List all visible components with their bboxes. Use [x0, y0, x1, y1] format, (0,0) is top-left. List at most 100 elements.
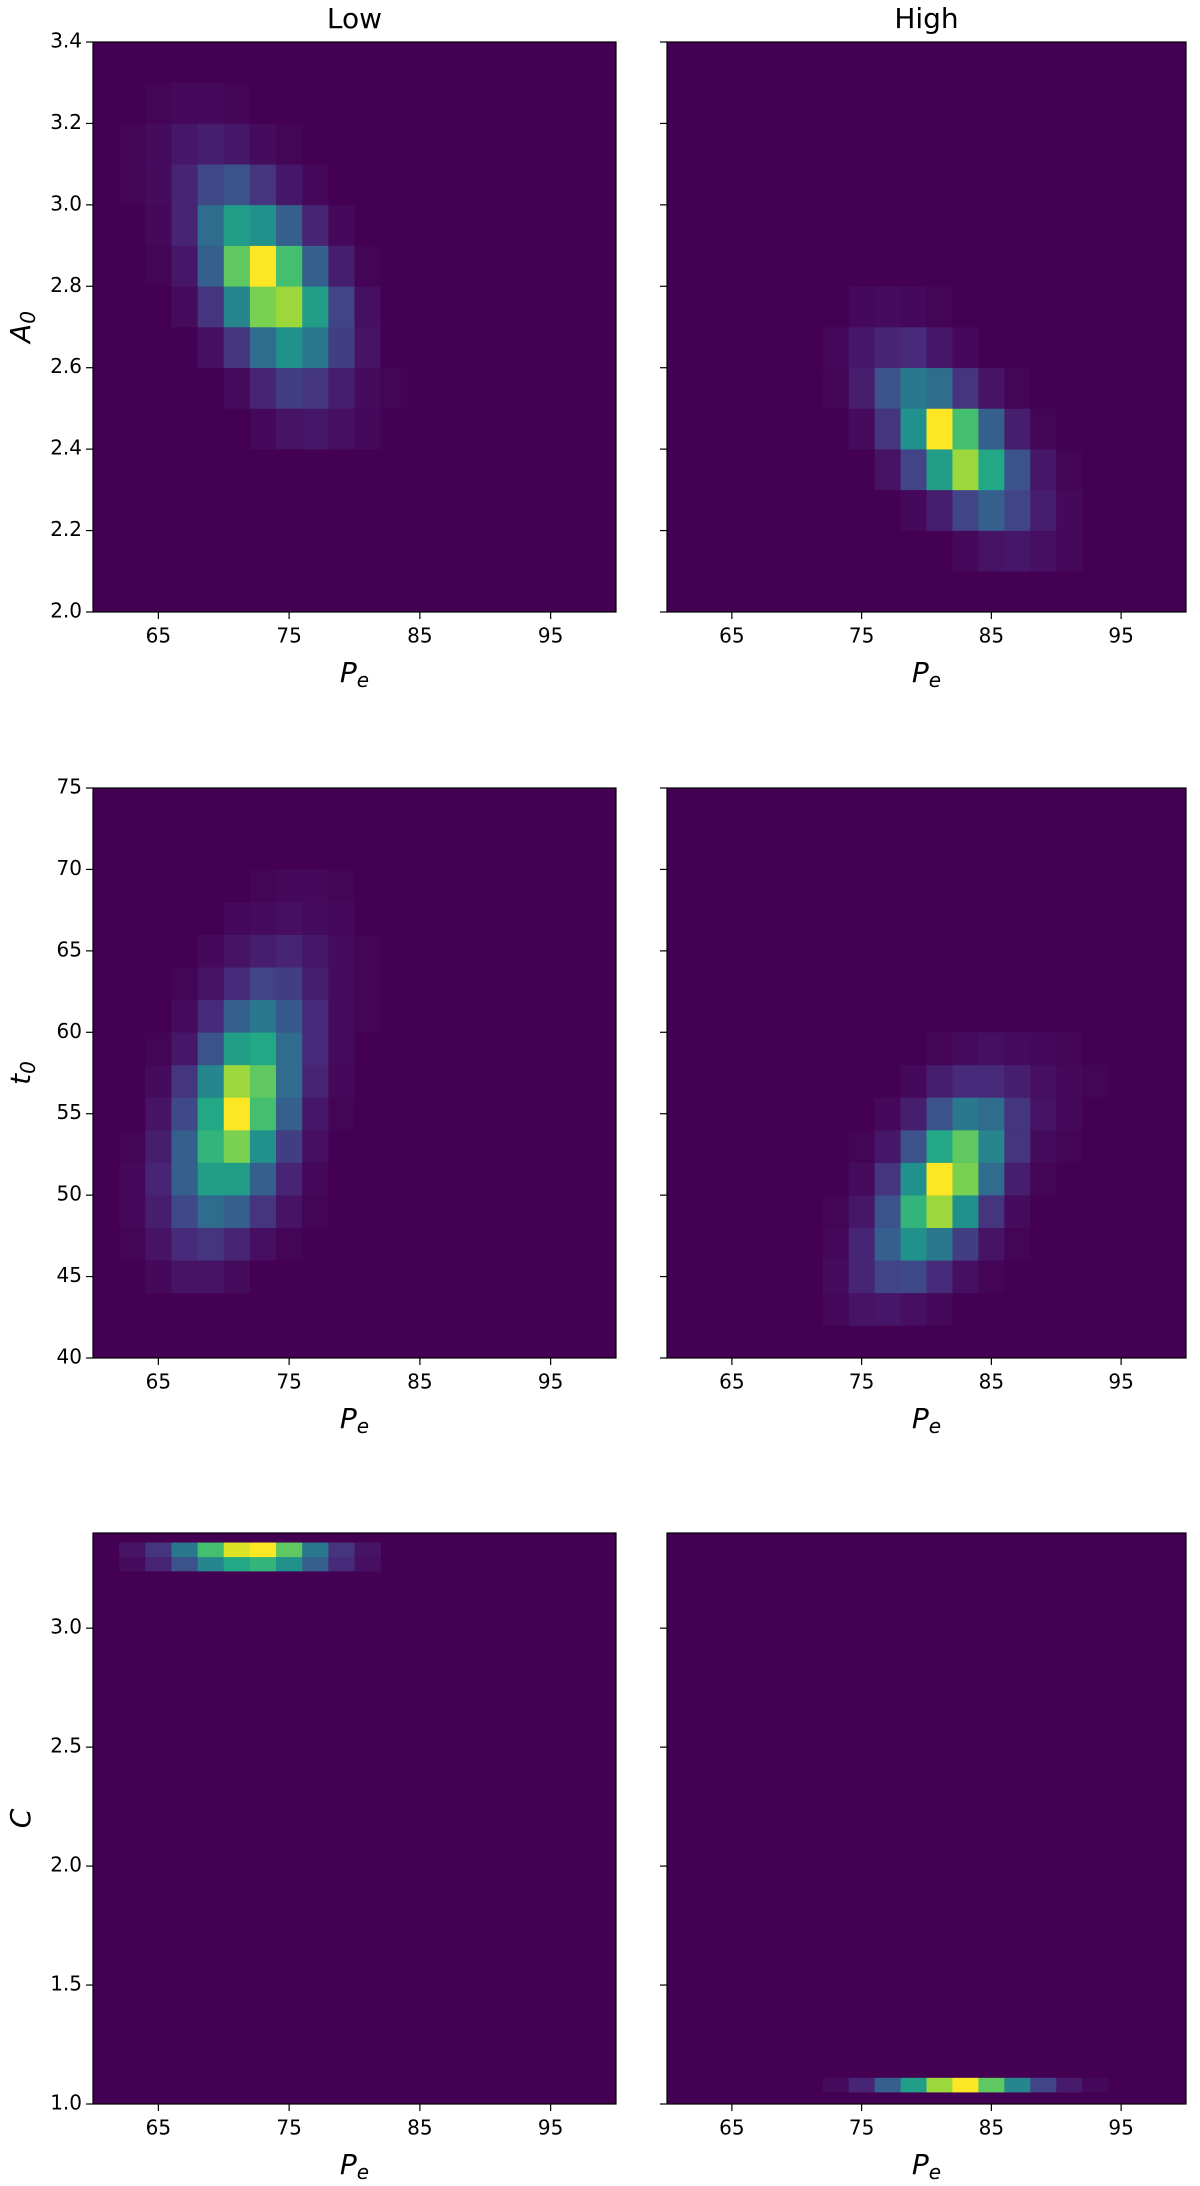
- heat-cell: [328, 327, 355, 369]
- heat-cell: [249, 1195, 277, 1229]
- heat-cell: [848, 1032, 875, 1066]
- heat-cell: [145, 1260, 172, 1294]
- heat-cell: [900, 327, 927, 369]
- heat-cell: [197, 999, 225, 1033]
- heat-cell: [900, 367, 927, 409]
- heat-cell: [1004, 1195, 1031, 1229]
- heat-cell: [874, 489, 901, 531]
- heat-cell: [978, 2077, 1005, 2093]
- heat-cell: [952, 1130, 979, 1163]
- panel: 65 75 85 95 Pe: [660, 787, 1187, 1438]
- heat-cell: [978, 286, 1005, 328]
- heat-cell: [302, 82, 329, 124]
- heat-cell: [302, 1032, 329, 1066]
- y-tick-label: 1.0: [50, 2091, 82, 2115]
- heat-cell: [119, 123, 146, 165]
- heat-cell: [145, 1130, 172, 1163]
- heat-cell: [302, 902, 329, 935]
- heat-cell: [171, 245, 198, 287]
- heat-cell: [848, 530, 875, 572]
- heat-cell: [276, 1227, 303, 1261]
- heat-cell: [926, 367, 953, 409]
- heat-cell: [119, 934, 146, 968]
- heat-cell: [249, 1130, 277, 1163]
- heat-cell: [952, 489, 979, 531]
- plot-area: [667, 1533, 1186, 2104]
- heat-cell: [249, 1542, 277, 1558]
- heat-cell: [926, 408, 953, 450]
- heat-cell: [145, 367, 172, 409]
- heat-cell: [249, 204, 277, 246]
- heat-cell: [197, 1130, 225, 1163]
- heat-cell: [1004, 489, 1031, 531]
- heat-cell: [145, 1556, 172, 1572]
- heat-cell: [197, 204, 225, 246]
- heat-cell: [119, 1556, 146, 1572]
- heat-cell: [1004, 1292, 1031, 1326]
- x-axis-label-sub: e: [357, 668, 369, 692]
- heat-cell: [302, 1162, 329, 1196]
- heat-cell: [1004, 1130, 1031, 1163]
- y-tick-label: 3.4: [50, 29, 82, 53]
- x-tick-label: 95: [538, 1370, 563, 1394]
- heat-cell: [119, 1227, 146, 1261]
- heat-cell: [978, 1130, 1005, 1163]
- heat-cell: [926, 449, 953, 491]
- heat-cell: [874, 530, 901, 572]
- heat-cell: [223, 999, 251, 1033]
- heat-cell: [354, 204, 381, 246]
- y-axis-label-sub: 0: [16, 1061, 40, 1074]
- heat-cell: [354, 1097, 381, 1131]
- heat-cell: [1056, 286, 1083, 328]
- axes-frame: [92, 1532, 617, 2105]
- heat-cell: [1030, 1260, 1057, 1294]
- heat-cell: [900, 1064, 927, 1098]
- heat-cell: [171, 1162, 198, 1196]
- heat-cell: [119, 999, 146, 1033]
- heat-cell: [926, 1064, 953, 1098]
- heat-cell: [171, 967, 198, 1001]
- heat-cell: [223, 1162, 251, 1196]
- heat-cell: [302, 1130, 329, 1163]
- heat-cell: [145, 967, 172, 1001]
- heat-cell: [874, 1195, 901, 1229]
- heat-cell: [952, 1162, 979, 1196]
- heat-cell: [1030, 286, 1057, 328]
- heat-cell: [171, 367, 198, 409]
- heat-cell: [302, 164, 329, 206]
- heat-cell: [276, 1032, 303, 1066]
- heat-cell: [302, 1542, 329, 1558]
- heat-cell: [171, 204, 198, 246]
- heat-cell: [380, 869, 408, 903]
- heat-cell: [276, 869, 303, 903]
- heat-cell: [145, 1542, 172, 1558]
- x-tick-label: 75: [849, 1370, 874, 1394]
- heat-cell: [978, 1195, 1005, 1229]
- heat-cell: [328, 1542, 355, 1558]
- y-tick-label: 70: [57, 856, 82, 880]
- heat-cell: [119, 869, 146, 903]
- heat-cell: [1082, 1162, 1109, 1196]
- x-tick-label: 95: [1108, 2116, 1133, 2140]
- heat-cell: [822, 1260, 849, 1294]
- heat-cell: [822, 367, 849, 409]
- heat-cell: [380, 123, 408, 165]
- heat-cell: [249, 123, 277, 165]
- heat-cell: [223, 902, 251, 935]
- heat-cell: [926, 327, 953, 369]
- heat-cell: [900, 1227, 927, 1261]
- heat-cell: [171, 1097, 198, 1131]
- heat-cell: [1082, 1097, 1109, 1131]
- heat-cell: [952, 1097, 979, 1131]
- heat-cell: [276, 1064, 303, 1098]
- heat-cell: [145, 82, 172, 124]
- y-axis-label-sub: 0: [16, 311, 40, 324]
- heat-cell: [171, 82, 198, 124]
- heat-cell: [249, 869, 277, 903]
- heat-cell: [328, 286, 355, 328]
- heat-cell: [1056, 1097, 1083, 1131]
- heat-cell: [848, 449, 875, 491]
- x-axis-label-sub: e: [929, 668, 941, 692]
- heat-cell: [1056, 489, 1083, 531]
- heat-cell: [249, 1032, 277, 1066]
